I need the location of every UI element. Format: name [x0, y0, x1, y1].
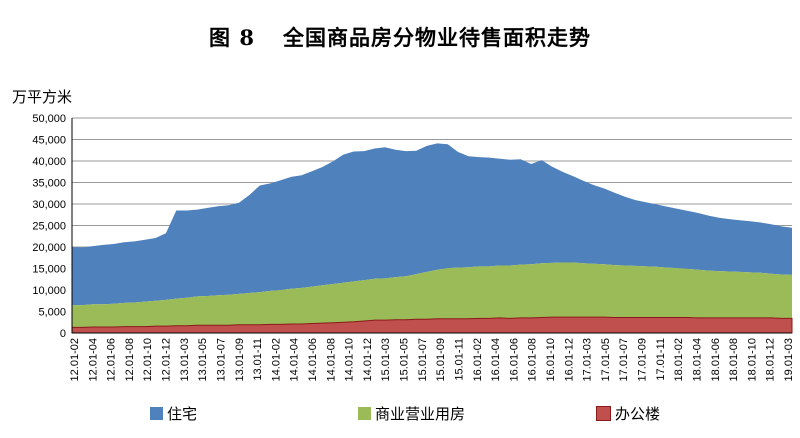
- x-tick-label: 18.01-08: [728, 338, 740, 381]
- x-tick-label: 17.01-05: [600, 338, 612, 381]
- x-tick-label: 12.01-02: [69, 338, 81, 381]
- chart-title-text: 全国商品房分物业待售面积走势: [282, 25, 591, 50]
- x-tick-label: 12.01-06: [106, 338, 118, 381]
- x-tick-label: 16.01-08: [527, 338, 539, 381]
- y-tick-label: 15,000: [32, 264, 66, 276]
- y-tick-label: 30,000: [32, 199, 66, 211]
- y-tick-label: 0: [60, 328, 66, 340]
- x-tick-label: 19.01-03: [783, 338, 795, 381]
- x-tick-label: 15.01-05: [399, 338, 411, 381]
- chart-title-number: 图 8: [209, 25, 255, 50]
- x-tick-label: 12.01-12: [161, 338, 173, 381]
- legend-swatch-commercial: [358, 406, 371, 420]
- x-tick-label: 16.01-02: [472, 338, 484, 381]
- x-tick-label: 14.01-06: [307, 338, 319, 381]
- x-tick-label: 15.01-11: [454, 338, 466, 381]
- x-tick-label: 14.01-10: [344, 338, 356, 381]
- y-axis-unit-label: 万平方米: [12, 88, 73, 106]
- x-tick-label: 18.01-06: [710, 338, 722, 381]
- x-tick-label: 12.01-04: [87, 338, 99, 381]
- x-tick-label: 17.01-09: [637, 338, 649, 381]
- x-tick-label: 15.01-03: [380, 338, 392, 381]
- legend-label-commercial: 商业营业用房: [375, 404, 466, 423]
- area-series-commercial: [72, 262, 792, 328]
- x-tick-label: 15.01-09: [435, 338, 447, 381]
- legend-swatch-residential: [150, 406, 163, 420]
- y-tick-label: 25,000: [32, 221, 66, 233]
- legend-label-office: 办公楼: [615, 404, 661, 423]
- x-tick-label: 18.01-02: [673, 338, 685, 381]
- x-tick-label: 17.01-11: [655, 338, 667, 381]
- y-tick-label: 5,000: [38, 307, 66, 319]
- x-tick-label: 14.01-02: [270, 338, 282, 381]
- x-tick-label: 16.01-10: [545, 338, 557, 381]
- x-tick-label: 17.01-07: [618, 338, 630, 381]
- x-tick-label: 15.01-07: [417, 338, 429, 381]
- x-tick-label: 18.01-10: [746, 338, 758, 381]
- x-tick-label: 16.01-12: [563, 338, 575, 381]
- y-tick-label: 50,000: [32, 113, 66, 125]
- x-tick-label: 14.01-04: [289, 338, 301, 381]
- x-tick-label: 14.01-08: [325, 338, 337, 381]
- y-tick-label: 10,000: [32, 285, 66, 297]
- x-tick-label: 13.01-11: [252, 338, 264, 381]
- y-tick-label: 45,000: [32, 135, 66, 147]
- area-series-residential: [72, 143, 792, 306]
- x-tick-label: 13.01-07: [216, 338, 228, 381]
- x-tick-label: 18.01-12: [765, 338, 777, 381]
- legend-item-commercial: 商业营业用房: [358, 402, 465, 424]
- x-tick-label: 14.01-12: [362, 338, 374, 381]
- legend-swatch-office: [596, 405, 611, 421]
- x-tick-label: 16.01-04: [490, 338, 502, 381]
- y-tick-label: 40,000: [32, 156, 66, 168]
- x-tick-label: 12.01-08: [124, 338, 136, 381]
- legend-item-residential: 住宅: [150, 402, 197, 424]
- x-tick-label: 16.01-06: [508, 338, 520, 381]
- x-tick-label: 13.01-05: [197, 338, 209, 381]
- x-tick-label: 13.01-03: [179, 338, 191, 381]
- chart-title: 图 8 全国商品房分物业待售面积走势: [0, 22, 800, 52]
- x-tick-label: 12.01-10: [142, 338, 154, 381]
- x-tick-label: 17.01-03: [582, 338, 594, 381]
- y-tick-label: 35,000: [32, 178, 66, 190]
- legend-label-residential: 住宅: [167, 404, 198, 423]
- legend-item-office: 办公楼: [596, 402, 660, 424]
- x-tick-label: 13.01-09: [234, 338, 246, 381]
- y-tick-label: 20,000: [32, 242, 66, 254]
- x-tick-label: 18.01-04: [692, 338, 704, 381]
